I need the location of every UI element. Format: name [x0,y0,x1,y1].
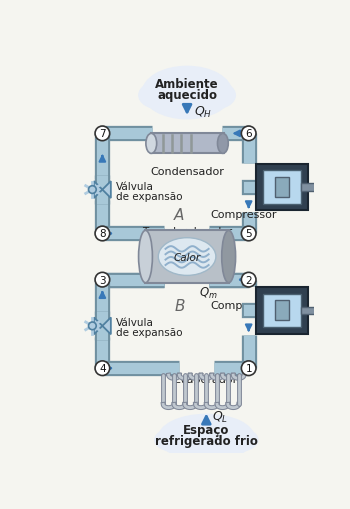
Bar [150,134,224,154]
Ellipse shape [159,71,204,101]
Ellipse shape [191,418,239,444]
Ellipse shape [222,231,236,283]
Polygon shape [103,182,111,199]
Ellipse shape [159,415,254,461]
Ellipse shape [146,134,157,154]
Text: Ambiente: Ambiente [155,78,219,91]
Ellipse shape [139,231,153,283]
Text: Condensador: Condensador [157,266,217,274]
Circle shape [95,361,110,376]
Circle shape [89,322,96,330]
Text: $Q_m$: $Q_m$ [199,286,217,300]
Ellipse shape [214,428,258,452]
Circle shape [241,227,256,241]
Text: 5: 5 [245,229,252,239]
Polygon shape [94,182,103,199]
Circle shape [241,273,256,288]
Text: de expansão: de expansão [116,191,183,202]
Ellipse shape [217,134,228,154]
Ellipse shape [142,67,232,120]
Text: refrigerado frio: refrigerado frio [155,434,258,447]
Ellipse shape [194,421,251,452]
Text: Condensador: Condensador [150,167,224,177]
Bar [275,301,289,321]
Bar [315,305,321,317]
Bar [262,171,301,205]
Text: 7: 7 [99,129,106,139]
Text: Compressor: Compressor [210,300,277,310]
Ellipse shape [162,421,219,452]
Text: 6: 6 [245,129,252,139]
Text: B: B [174,298,185,313]
Bar [301,184,315,192]
Text: $Q_L$: $Q_L$ [212,409,229,425]
Bar [315,182,321,194]
Bar [145,231,230,283]
Text: $Q_H$: $Q_H$ [194,105,212,120]
Text: Espaço: Espaço [183,423,230,436]
Ellipse shape [146,74,199,110]
Text: A: A [174,207,184,222]
Text: 4: 4 [99,363,106,374]
Text: Trocador de calor: Trocador de calor [142,227,232,237]
Circle shape [95,227,110,241]
Ellipse shape [177,418,224,444]
Ellipse shape [173,71,217,101]
Bar [256,288,308,334]
Text: Válvula: Válvula [116,318,154,327]
Circle shape [241,361,256,376]
Text: Evaporador: Evaporador [161,236,213,245]
Bar [262,294,301,328]
Text: Calor: Calor [174,252,201,262]
Text: Evaporador: Evaporador [174,375,238,385]
Circle shape [89,186,96,194]
Ellipse shape [155,428,199,452]
Ellipse shape [139,82,180,109]
Bar [256,165,308,211]
Text: 1: 1 [245,363,252,374]
Ellipse shape [175,74,229,110]
Circle shape [241,127,256,142]
Text: 2: 2 [245,275,252,285]
Text: Válvula: Válvula [116,181,154,191]
Bar [301,307,315,315]
Ellipse shape [194,82,235,109]
Circle shape [95,273,110,288]
Circle shape [95,127,110,142]
Text: 3: 3 [99,275,106,285]
Ellipse shape [158,238,216,276]
Polygon shape [94,318,103,334]
Text: Compressor: Compressor [210,210,277,220]
Text: aquecido: aquecido [157,89,217,101]
Text: 8: 8 [99,229,106,239]
Polygon shape [103,318,111,334]
Text: de expansão: de expansão [116,327,183,337]
Bar [275,178,289,198]
